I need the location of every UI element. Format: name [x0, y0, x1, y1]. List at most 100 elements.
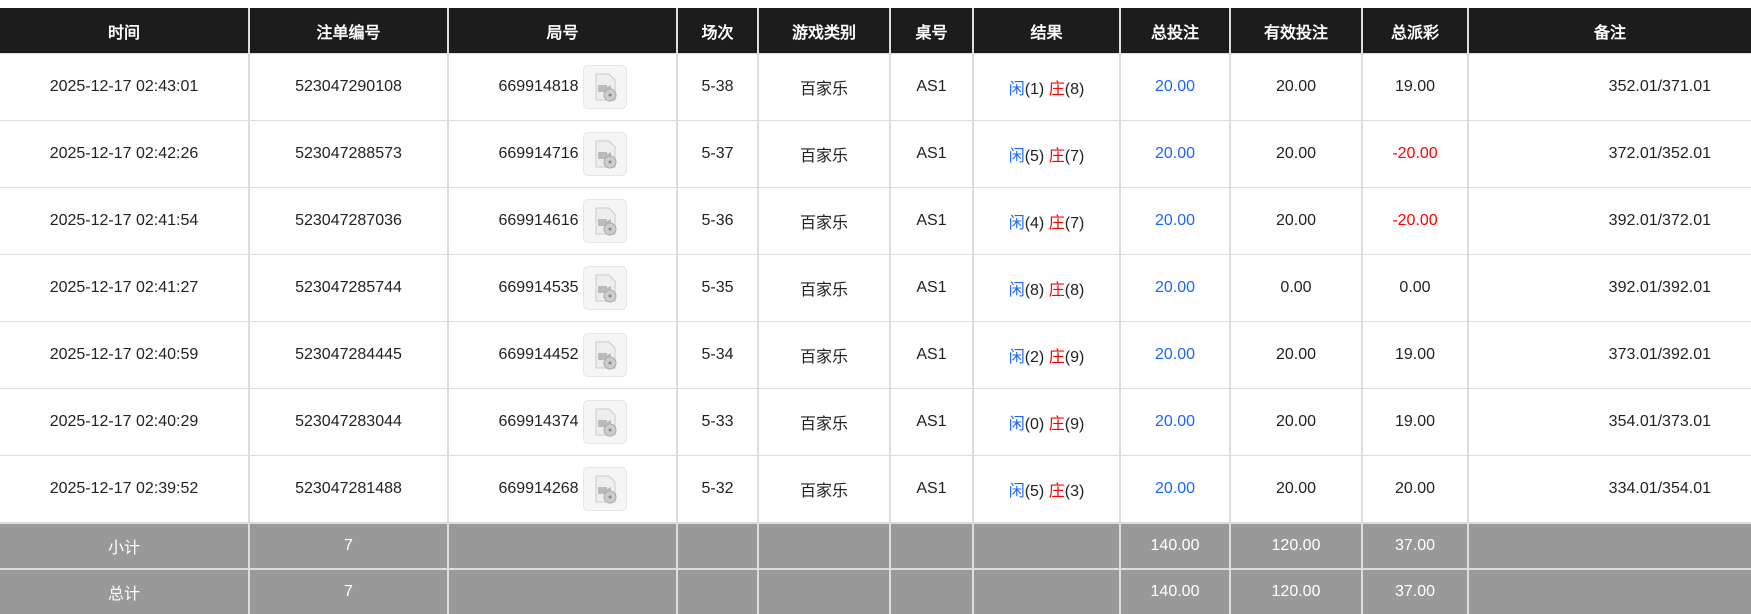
valid-bet-cell: 20.00: [1229, 187, 1362, 255]
bet-id-cell: 523047288573: [248, 120, 448, 188]
bet-records-table: 时间 注单编号 局号 场次 游戏类别 桌号 结果 总投注 有效投注 总派彩 备注 2025-12-1…: [0, 8, 1751, 614]
banker-score: (8): [1064, 282, 1085, 299]
remark-cell: 392.01/372.01: [1467, 187, 1751, 255]
table-no-cell: AS1: [889, 455, 973, 523]
empty-cell: [972, 522, 1120, 569]
player-score: (5): [1024, 483, 1045, 500]
result-cell: 闲(0) 庄(9): [972, 388, 1120, 456]
header-table-no: 桌号: [889, 8, 973, 54]
round-number: 669914374: [498, 413, 579, 431]
empty-cell: [889, 568, 973, 614]
grandtotal-count: 7: [248, 568, 448, 614]
grandtotal-row: 总计 7 140.00 120.00 37.00: [0, 568, 1751, 614]
total-bet-cell: 20.00: [1119, 120, 1230, 188]
valid-bet-cell: 20.00: [1229, 321, 1362, 389]
grandtotal-total-bet: 140.00: [1119, 568, 1230, 614]
round-cell: 669914716: [447, 120, 677, 188]
banker-label: 庄: [1048, 282, 1065, 299]
player-label: 闲: [1008, 81, 1025, 98]
valid-bet-cell: 0.00: [1229, 254, 1362, 322]
header-game-type: 游戏类别: [757, 8, 890, 54]
shoe-cell: 5-38: [676, 53, 758, 121]
game-type-cell: 百家乐: [757, 388, 890, 456]
header-round: 局号: [447, 8, 677, 54]
valid-bet-cell: 20.00: [1229, 53, 1362, 121]
total-bet-cell: 20.00: [1119, 187, 1230, 255]
header-result: 结果: [972, 8, 1120, 54]
video-replay-icon[interactable]: [582, 333, 627, 377]
round-number: 669914452: [498, 346, 579, 364]
remark-cell: 334.01/354.01: [1467, 455, 1751, 523]
shoe-cell: 5-37: [676, 120, 758, 188]
round-cell: 669914818: [447, 53, 677, 121]
round-cell: 669914452: [447, 321, 677, 389]
player-score: (4): [1024, 215, 1045, 232]
bet-id-cell: 523047285744: [248, 254, 448, 322]
banker-label: 庄: [1048, 81, 1065, 98]
round-cell: 669914535: [447, 254, 677, 322]
game-type-cell: 百家乐: [757, 321, 890, 389]
shoe-cell: 5-36: [676, 187, 758, 255]
table-no-cell: AS1: [889, 321, 973, 389]
empty-cell: [757, 522, 890, 569]
result-cell: 闲(4) 庄(7): [972, 187, 1120, 255]
player-score: (0): [1024, 416, 1045, 433]
video-replay-icon[interactable]: [582, 266, 627, 310]
table-row: 2025-12-17 02:40:29 523047283044 6699143…: [0, 388, 1751, 456]
total-bet-cell: 20.00: [1119, 455, 1230, 523]
total-bet-cell: 20.00: [1119, 321, 1230, 389]
payout-cell: 0.00: [1361, 254, 1468, 322]
header-shoe: 场次: [676, 8, 758, 54]
shoe-cell: 5-35: [676, 254, 758, 322]
empty-cell: [676, 522, 758, 569]
remark-cell: 372.01/352.01: [1467, 120, 1751, 188]
table-row: 2025-12-17 02:41:54 523047287036 6699146…: [0, 187, 1751, 255]
player-label: 闲: [1008, 148, 1025, 165]
valid-bet-cell: 20.00: [1229, 388, 1362, 456]
banker-label: 庄: [1048, 483, 1065, 500]
shoe-cell: 5-32: [676, 455, 758, 523]
video-replay-icon[interactable]: [582, 199, 627, 243]
round-number: 669914535: [498, 279, 579, 297]
video-replay-icon[interactable]: [582, 400, 627, 444]
remark-cell: 373.01/392.01: [1467, 321, 1751, 389]
bet-id-cell: 523047290108: [248, 53, 448, 121]
result-cell: 闲(5) 庄(7): [972, 120, 1120, 188]
player-score: (8): [1024, 282, 1045, 299]
round-cell: 669914268: [447, 455, 677, 523]
table-header-row: 时间 注单编号 局号 场次 游戏类别 桌号 结果 总投注 有效投注 总派彩 备注: [0, 8, 1751, 54]
header-total-payout: 总派彩: [1361, 8, 1468, 54]
player-score: (1): [1024, 81, 1045, 98]
game-type-cell: 百家乐: [757, 455, 890, 523]
time-cell: 2025-12-17 02:39:52: [0, 455, 249, 523]
header-bet-id: 注单编号: [248, 8, 448, 54]
game-type-cell: 百家乐: [757, 254, 890, 322]
banker-score: (9): [1064, 416, 1085, 433]
valid-bet-cell: 20.00: [1229, 455, 1362, 523]
payout-cell: -20.00: [1361, 120, 1468, 188]
player-score: (5): [1024, 148, 1045, 165]
player-score: (2): [1024, 349, 1045, 366]
bet-id-cell: 523047284445: [248, 321, 448, 389]
video-replay-icon[interactable]: [582, 467, 627, 511]
grandtotal-payout: 37.00: [1361, 568, 1468, 614]
shoe-cell: 5-34: [676, 321, 758, 389]
round-number: 669914818: [498, 78, 579, 96]
total-bet-cell: 20.00: [1119, 388, 1230, 456]
empty-cell: [676, 568, 758, 614]
player-label: 闲: [1008, 282, 1025, 299]
banker-label: 庄: [1048, 349, 1065, 366]
video-replay-icon[interactable]: [582, 132, 627, 176]
player-label: 闲: [1008, 349, 1025, 366]
time-cell: 2025-12-17 02:41:27: [0, 254, 249, 322]
player-label: 闲: [1008, 483, 1025, 500]
game-type-cell: 百家乐: [757, 187, 890, 255]
table-no-cell: AS1: [889, 53, 973, 121]
result-cell: 闲(1) 庄(8): [972, 53, 1120, 121]
player-label: 闲: [1008, 215, 1025, 232]
video-replay-icon[interactable]: [582, 65, 627, 109]
banker-label: 庄: [1048, 416, 1065, 433]
header-total-bet: 总投注: [1119, 8, 1230, 54]
time-cell: 2025-12-17 02:41:54: [0, 187, 249, 255]
valid-bet-cell: 20.00: [1229, 120, 1362, 188]
